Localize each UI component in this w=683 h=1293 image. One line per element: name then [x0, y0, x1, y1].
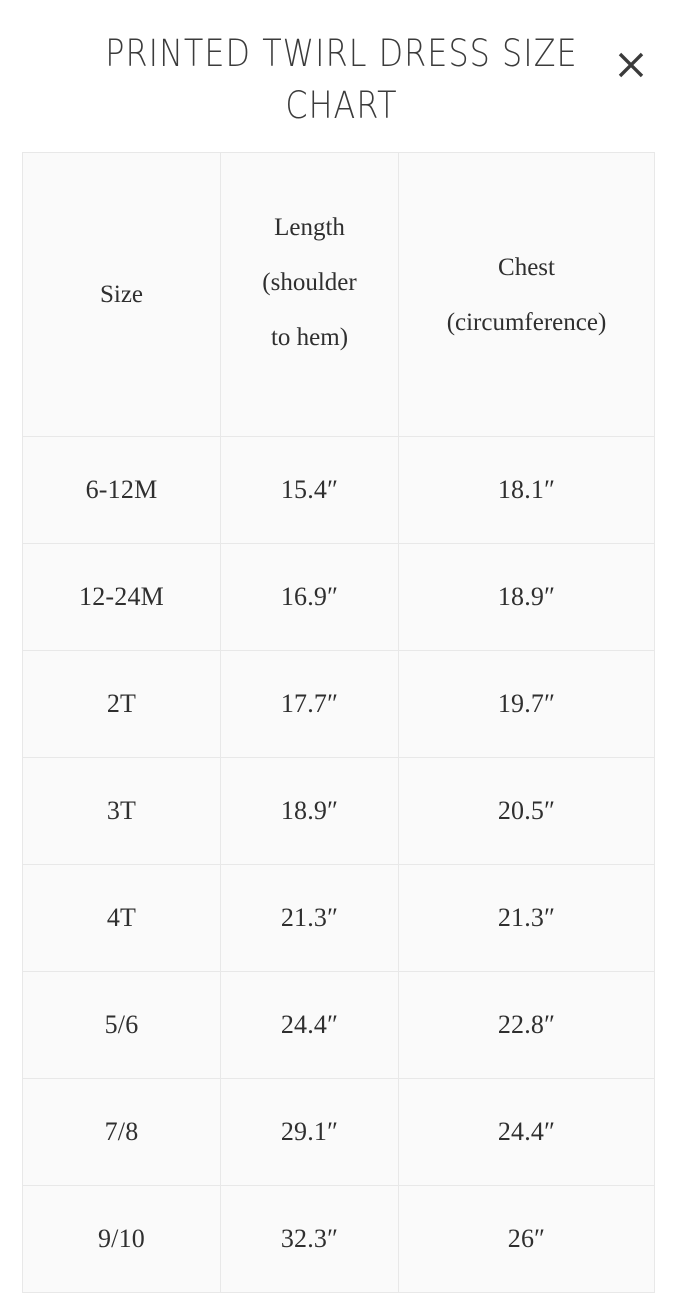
cell-length: 24.4″ — [220, 971, 399, 1079]
cell-chest: 19.7″ — [398, 650, 655, 758]
table-row: 2T 17.7″ 19.7″ — [22, 650, 655, 758]
cell-length: 29.1″ — [220, 1078, 399, 1186]
cell-chest: 20.5″ — [398, 757, 655, 865]
table-row: 9/10 32.3″ 26″ — [22, 1185, 655, 1293]
close-button[interactable] — [611, 45, 651, 85]
table-row: 4T 21.3″ 21.3″ — [22, 864, 655, 972]
table-row: 5/6 24.4″ 22.8″ — [22, 971, 655, 1079]
cell-size: 12-24M — [22, 543, 221, 651]
cell-chest: 24.4″ — [398, 1078, 655, 1186]
cell-length: 15.4″ — [220, 436, 399, 544]
cell-size: 6-12M — [22, 436, 221, 544]
table-header-row: Size Length (shoulder to hem) Chest (cir… — [22, 152, 655, 437]
cell-length: 32.3″ — [220, 1185, 399, 1293]
cell-size: 4T — [22, 864, 221, 972]
cell-chest: 21.3″ — [398, 864, 655, 972]
column-header-size: Size — [22, 152, 221, 437]
table-row: 7/8 29.1″ 24.4″ — [22, 1078, 655, 1186]
cell-length: 17.7″ — [220, 650, 399, 758]
table-row: 12-24M 16.9″ 18.9″ — [22, 543, 655, 651]
cell-size: 5/6 — [22, 971, 221, 1079]
table-row: 3T 18.9″ 20.5″ — [22, 757, 655, 865]
cell-size: 9/10 — [22, 1185, 221, 1293]
size-chart-table-container: Size Length (shoulder to hem) Chest (cir… — [22, 152, 655, 1293]
cell-size: 2T — [22, 650, 221, 758]
cell-size: 3T — [22, 757, 221, 865]
cell-chest: 26″ — [398, 1185, 655, 1293]
table-body: 6-12M 15.4″ 18.1″ 12-24M 16.9″ 18.9″ 2T … — [22, 436, 655, 1293]
cell-length: 16.9″ — [220, 543, 399, 651]
table-row: 6-12M 15.4″ 18.1″ — [22, 436, 655, 544]
cell-chest: 18.1″ — [398, 436, 655, 544]
cell-size: 7/8 — [22, 1078, 221, 1186]
column-header-chest: Chest (circumference) — [398, 152, 655, 437]
title-area: PRINTED TWIRL DRESS SIZE CHART — [0, 28, 683, 132]
size-chart-table: Size Length (shoulder to hem) Chest (cir… — [22, 152, 655, 1293]
column-header-length: Length (shoulder to hem) — [220, 152, 399, 437]
table-header: Size Length (shoulder to hem) Chest (cir… — [22, 152, 655, 437]
close-icon — [616, 50, 646, 80]
cell-length: 21.3″ — [220, 864, 399, 972]
page-title: PRINTED TWIRL DRESS SIZE CHART — [105, 32, 578, 127]
cell-chest: 18.9″ — [398, 543, 655, 651]
cell-chest: 22.8″ — [398, 971, 655, 1079]
cell-length: 18.9″ — [220, 757, 399, 865]
